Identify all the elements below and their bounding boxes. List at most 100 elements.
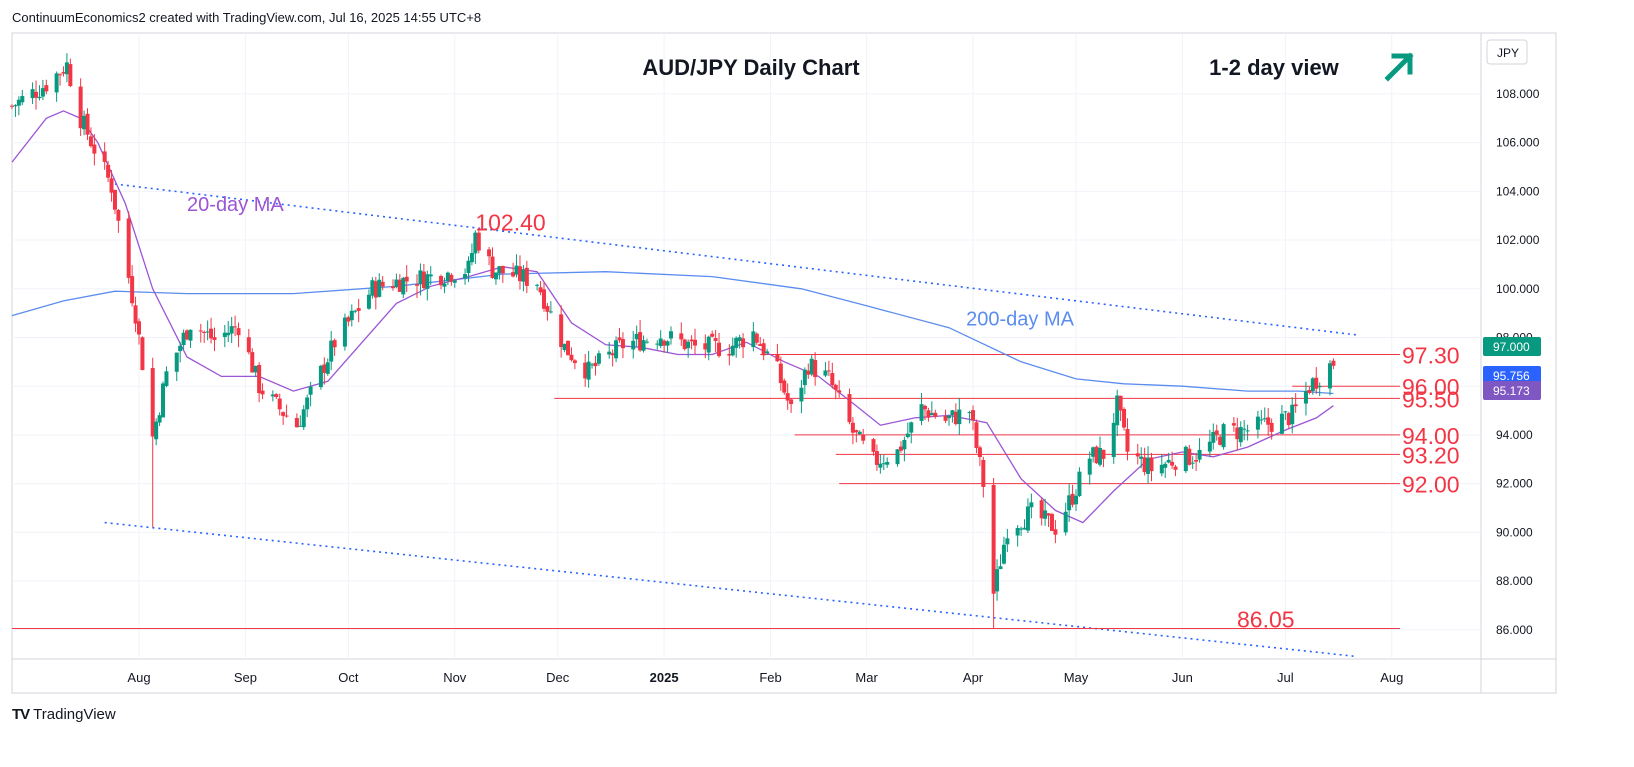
candle: [418, 263, 423, 296]
candle-body: [349, 310, 354, 321]
candle: [1194, 452, 1199, 471]
candle-body: [198, 330, 203, 332]
candle-body: [1067, 495, 1072, 511]
candle-body: [54, 73, 59, 93]
candle-body: [1115, 395, 1120, 426]
candle: [857, 430, 862, 435]
candle-body: [40, 88, 45, 97]
candle-body: [88, 136, 93, 147]
candle-body: [415, 284, 420, 286]
candle: [1221, 422, 1226, 450]
candle: [401, 276, 406, 299]
candle: [106, 160, 111, 183]
candle: [548, 301, 553, 314]
candle-body: [665, 341, 670, 346]
candle: [1118, 395, 1123, 421]
candle: [54, 71, 59, 102]
candle-body: [394, 279, 399, 288]
candle: [185, 329, 190, 341]
price-badge: [1483, 381, 1541, 400]
y-tick-label: 90.000: [1496, 525, 1533, 539]
price-badge-label: 95.173: [1493, 384, 1530, 398]
candle: [1331, 358, 1336, 370]
candle: [789, 398, 794, 413]
candle-body: [1111, 422, 1116, 458]
candle: [521, 264, 526, 292]
candle: [775, 343, 780, 363]
candle: [161, 381, 166, 418]
candle-body: [1022, 527, 1027, 530]
candle: [58, 73, 63, 86]
candle-body: [572, 360, 577, 364]
candle: [830, 362, 835, 389]
candle-body: [1163, 463, 1168, 468]
candle: [1077, 467, 1082, 497]
candle: [205, 320, 210, 341]
candle-body: [490, 256, 495, 278]
candle-body: [161, 383, 166, 418]
candle: [1231, 417, 1236, 432]
candle: [332, 338, 337, 356]
trendline-lower: [104, 521, 1358, 658]
candle: [390, 279, 395, 291]
candle: [854, 429, 859, 443]
candle: [233, 315, 238, 337]
candle-body: [1159, 464, 1164, 474]
candle: [473, 230, 478, 264]
candle-body: [466, 260, 471, 274]
candle-body: [1283, 411, 1288, 413]
candle-body: [226, 332, 231, 336]
candle-body: [377, 279, 382, 297]
candle: [466, 256, 471, 283]
candle-body: [830, 372, 835, 386]
candle: [837, 380, 842, 398]
candle-body: [802, 369, 807, 386]
candle: [325, 358, 330, 376]
candle: [902, 436, 907, 462]
candle: [1067, 484, 1072, 522]
candle: [734, 336, 739, 358]
candle: [373, 276, 378, 310]
candle: [727, 344, 732, 366]
currency-box: [1486, 39, 1528, 65]
x-tick-label: Feb: [759, 670, 781, 685]
candle: [439, 274, 444, 290]
candle: [823, 362, 828, 378]
candle-body: [329, 340, 334, 362]
candle-body: [1039, 500, 1044, 519]
candle-body: [909, 422, 914, 433]
candle: [1218, 434, 1223, 446]
candle: [133, 296, 138, 333]
candle: [1173, 464, 1178, 477]
candle-body: [78, 86, 83, 129]
candle: [799, 379, 804, 414]
candle: [229, 316, 234, 344]
candle-body: [1091, 447, 1096, 457]
chart-labels: AUD/JPY Daily Chart 1-2 day view: [642, 52, 1414, 82]
candle-body: [559, 314, 564, 348]
candle: [610, 349, 615, 367]
candle: [1207, 429, 1212, 458]
candle: [13, 104, 18, 117]
y-tick-label: 108.000: [1496, 87, 1540, 101]
candle-body: [476, 232, 481, 251]
candle-body: [926, 410, 931, 418]
candle: [655, 340, 660, 350]
x-tick-label: Mar: [855, 670, 878, 685]
candle-body: [222, 332, 227, 337]
y-tick-label: 104.000: [1496, 184, 1540, 198]
y-tick-label: 100.000: [1496, 282, 1540, 296]
candle: [164, 366, 169, 388]
candle-body: [541, 289, 546, 309]
candle: [614, 336, 619, 363]
candle: [500, 265, 505, 283]
candle-body: [662, 340, 667, 346]
candle-body: [34, 91, 39, 98]
candle: [469, 243, 474, 266]
candle: [761, 338, 766, 361]
candle-body: [514, 265, 519, 275]
candle-body: [109, 178, 114, 193]
candle: [246, 328, 251, 355]
candle: [607, 341, 612, 359]
